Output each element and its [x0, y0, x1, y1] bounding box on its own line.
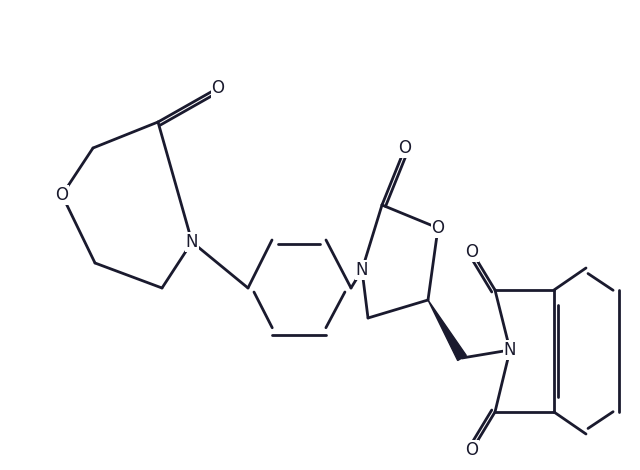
Text: N: N: [504, 341, 516, 359]
Text: O: O: [465, 243, 479, 261]
Text: O: O: [431, 219, 445, 237]
Text: N: N: [356, 261, 368, 279]
Text: O: O: [399, 139, 412, 157]
Polygon shape: [428, 300, 467, 360]
Text: O: O: [211, 79, 225, 97]
Text: O: O: [56, 186, 68, 204]
Text: N: N: [186, 233, 198, 251]
Text: O: O: [465, 441, 479, 459]
